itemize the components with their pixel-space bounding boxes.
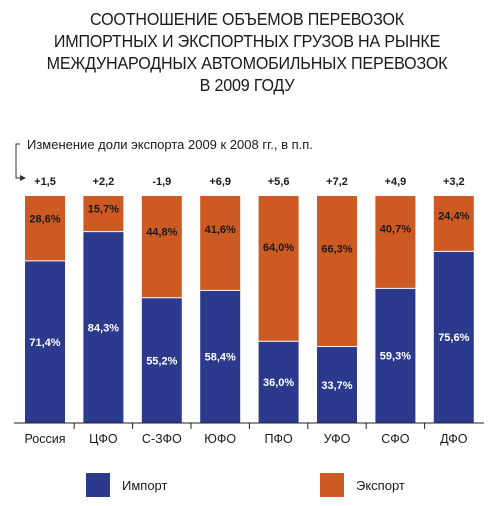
- bar-export-4: [258, 196, 299, 342]
- title-line-4: В 2009 ГОДУ: [199, 75, 295, 95]
- title-line-3: МЕЖДУНАРОДНЫХ АВТОМОБИЛЬНЫХ ПЕРЕВОЗОК: [46, 53, 448, 73]
- title-line-2: ИМПОРТНЫХ И ЭКСПОРТНЫХ ГРУЗОВ НА РЫНКЕ: [53, 31, 441, 51]
- x-axis-labels: Россия ЦФО С-ЗФО ЮФО ПФО УФО СФО ДФО: [25, 423, 468, 446]
- bar-export-2: [141, 196, 182, 298]
- bar-import-2: [141, 297, 182, 423]
- legend-import: Импорт: [86, 473, 167, 497]
- x-tick-label-3: ЮФО: [204, 432, 236, 446]
- bar-import-1: [83, 231, 124, 423]
- change-label-6: +4,9: [385, 176, 407, 188]
- x-tick-label-0: Россия: [25, 432, 66, 446]
- change-label-2: -1,9: [152, 176, 171, 188]
- bar-export-6: [375, 196, 416, 289]
- x-tick-label-2: С-ЗФО: [142, 432, 182, 446]
- export-value-label-5: 66,3%: [321, 244, 352, 256]
- export-value-label-3: 41,6%: [205, 224, 236, 236]
- x-tick-label-1: ЦФО: [89, 432, 118, 446]
- annotation-bracket: [15, 143, 20, 179]
- legend-import-label: Импорт: [122, 477, 168, 493]
- legend-export-label: Экспорт: [356, 477, 405, 493]
- bar-export-5: [317, 196, 357, 347]
- change-label-5: +7,2: [326, 176, 348, 188]
- x-tick-label-7: ДФО: [440, 432, 468, 446]
- import-value-label-4: 36,0%: [263, 377, 294, 389]
- bar-export-0: [25, 196, 65, 261]
- import-value-label-5: 33,7%: [321, 380, 352, 392]
- import-value-label-3: 58,4%: [205, 352, 236, 364]
- bar-import-3: [200, 290, 241, 423]
- import-value-label-6: 59,3%: [380, 351, 411, 363]
- import-value-label-7: 75,6%: [438, 332, 469, 344]
- x-tick-label-4: ПФО: [264, 432, 292, 446]
- annotation-title: Изменение доли экспорта 2009 к 2008 гг.,…: [27, 137, 313, 152]
- change-label-3: +6,9: [209, 176, 231, 188]
- export-value-label-4: 64,0%: [263, 242, 294, 254]
- legend-import-swatch: [86, 473, 110, 497]
- bar-import-4: [258, 341, 299, 423]
- annotation-arrow: [20, 175, 26, 181]
- change-label-7: +3,2: [443, 176, 465, 188]
- bar-import-5: [317, 346, 357, 423]
- bar-export-1: [83, 196, 124, 232]
- bar-import-7: [433, 251, 474, 423]
- x-tick-label-5: УФО: [324, 432, 351, 446]
- change-annotation: Изменение доли экспорта 2009 к 2008 гг.,…: [15, 137, 313, 181]
- bar-import-6: [375, 288, 416, 423]
- bar-export-7: [433, 196, 474, 252]
- export-value-label-0: 28,6%: [29, 214, 60, 226]
- change-label-4: +5,6: [268, 176, 290, 188]
- change-label-1: +2,2: [93, 176, 115, 188]
- bar-import-0: [25, 260, 65, 423]
- export-value-label-2: 44,8%: [146, 227, 177, 239]
- export-value-label-6: 40,7%: [380, 223, 411, 235]
- legend-export-swatch: [320, 473, 344, 497]
- import-value-label-1: 84,3%: [88, 322, 119, 334]
- legend-export: Экспорт: [320, 473, 405, 497]
- chart-title: СООТНОШЕНИЕ ОБЪЕМОВ ПЕРЕВОЗОК ИМПОРТНЫХ …: [20, 8, 474, 96]
- change-labels: +1,5 +2,2 -1,9 +6,9 +5,6 +7,2 +4,9 +3,2: [34, 176, 465, 188]
- export-value-label-7: 24,4%: [438, 210, 469, 222]
- x-tick-label-6: СФО: [381, 432, 410, 446]
- change-label-0: +1,5: [34, 176, 56, 188]
- title-line-1: СООТНОШЕНИЕ ОБЪЕМОВ ПЕРЕВОЗОК: [89, 9, 405, 29]
- export-value-label-1: 15,7%: [88, 203, 119, 215]
- bars-group: 28,6% 71,4% 15,7% 84,3% 44,8% 55,2% 41,6% 58,4%…: [25, 196, 474, 423]
- import-value-label-2: 55,2%: [146, 355, 177, 367]
- import-value-label-0: 71,4%: [29, 337, 60, 349]
- bar-export-3: [200, 196, 241, 291]
